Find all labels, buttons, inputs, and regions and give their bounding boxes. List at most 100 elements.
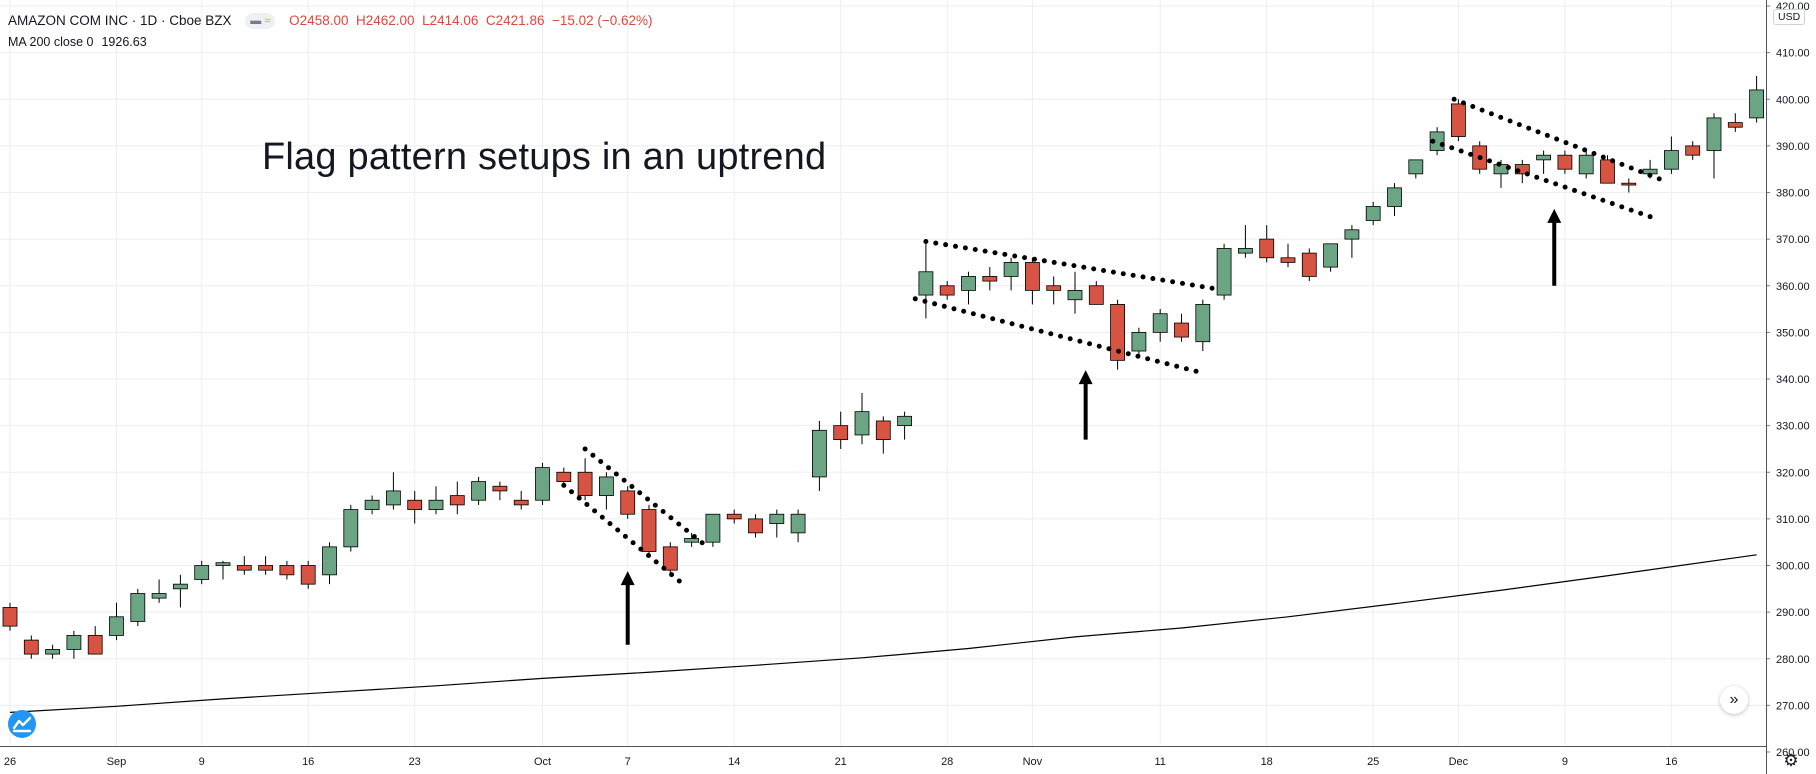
x-tick-label: 9 (1562, 756, 1568, 768)
candle-down (236, 556, 252, 575)
candle-body (1216, 248, 1232, 296)
grid-lines (0, 0, 1766, 746)
candle-body (748, 518, 763, 534)
candle-up (897, 411, 912, 440)
x-tick-label: 18 (1261, 756, 1273, 768)
annotation-text[interactable]: Flag pattern setups in an uptrend (262, 136, 827, 178)
candle-body (1025, 262, 1040, 291)
y-tick-label: 390.00 (1776, 141, 1810, 153)
candle-down (1600, 155, 1615, 184)
x-tick-label: 9 (199, 756, 205, 768)
y-tick-label: 350.00 (1776, 327, 1810, 339)
candle-body (1195, 304, 1211, 343)
indicator-legend[interactable]: MA 200 close 0 1926.63 (8, 35, 147, 49)
candle-up (961, 271, 976, 305)
candle-up (1323, 243, 1338, 272)
x-tick-label: Nov (1023, 756, 1043, 768)
currency-label[interactable]: USD (1773, 9, 1806, 25)
candle-down (2, 602, 18, 631)
candle-body (662, 546, 678, 571)
candle-body (535, 467, 550, 501)
symbol-title[interactable]: AMAZON COM INC · 1D · Cboe BZX (8, 13, 232, 28)
candle-body (1046, 285, 1062, 291)
candle-body (236, 565, 252, 571)
candle-up (151, 579, 167, 603)
candle-body (258, 565, 274, 571)
candle-body (279, 565, 295, 576)
candle-down (1451, 99, 1466, 142)
candle-down (1280, 243, 1296, 268)
indicator-label: MA 200 close 0 (8, 35, 94, 49)
candle-up (854, 392, 870, 445)
x-tick-label: 14 (728, 756, 740, 768)
candle-body (109, 616, 124, 636)
candle-body (492, 485, 508, 492)
candle-up (322, 542, 337, 585)
candle-up (130, 588, 146, 627)
scroll-to-realtime-button[interactable]: » (1720, 686, 1748, 714)
candle-body (407, 499, 423, 510)
candle-up (1195, 299, 1211, 352)
candle-body (151, 593, 167, 599)
candle-up (215, 560, 231, 580)
candle-body (1365, 206, 1381, 221)
candle-down (1621, 178, 1637, 193)
candle-down (1088, 281, 1104, 305)
candle-body (322, 546, 337, 576)
candle-up (343, 504, 359, 552)
candle-down (23, 635, 39, 659)
up-arrow (1547, 208, 1562, 286)
candle-down (1685, 141, 1701, 160)
arrow-head (1078, 370, 1093, 385)
y-tick-label: 280.00 (1776, 654, 1810, 666)
candle-up (109, 602, 124, 641)
candle-body (875, 420, 891, 441)
logo-icon (12, 716, 32, 733)
candle-down (1046, 276, 1062, 305)
candle-body (1664, 150, 1679, 170)
candle-body (1088, 285, 1104, 305)
candle-down (513, 490, 529, 510)
flag-trendline (923, 238, 1223, 292)
candle-down (1557, 150, 1573, 174)
candle-body (790, 513, 806, 534)
plot-group (2, 75, 1764, 713)
candle-up (194, 560, 210, 585)
high-value: H2462.00 (356, 13, 415, 28)
x-tick-label: 21 (835, 756, 847, 768)
candle-down (726, 509, 742, 524)
candle-body (45, 649, 60, 655)
arrow-head (620, 571, 635, 586)
candle-up (1067, 271, 1083, 314)
flag-trendline (912, 296, 1206, 376)
candle-body (1323, 243, 1338, 268)
ma200-line (9, 554, 1757, 713)
candle-body (194, 565, 210, 580)
candle-down (1025, 257, 1040, 305)
candle-body (1003, 262, 1019, 277)
status-badges[interactable]: ▬ ≈ (245, 13, 276, 30)
candle-body (812, 429, 827, 478)
candle-body (769, 513, 785, 524)
candle-down (258, 556, 274, 575)
y-tick-label: 290.00 (1776, 607, 1810, 619)
candle-down (1174, 313, 1189, 342)
tradingview-logo[interactable] (8, 710, 36, 738)
candle-body (833, 425, 849, 441)
candle-up (599, 472, 614, 510)
candle-body (66, 635, 82, 650)
candle-body (1514, 164, 1530, 175)
flag-trendline (1451, 96, 1664, 182)
candle-body (1174, 322, 1189, 338)
candle-down (939, 281, 955, 300)
gear-icon[interactable]: ⚙ (1783, 751, 1799, 770)
candle-up (471, 476, 487, 505)
arrow-head (1547, 208, 1562, 223)
candle-body (471, 481, 487, 501)
candle-up (1131, 327, 1147, 356)
candle-body (1600, 159, 1615, 184)
candle-body (2, 607, 18, 627)
x-tick-label: 16 (302, 756, 314, 768)
